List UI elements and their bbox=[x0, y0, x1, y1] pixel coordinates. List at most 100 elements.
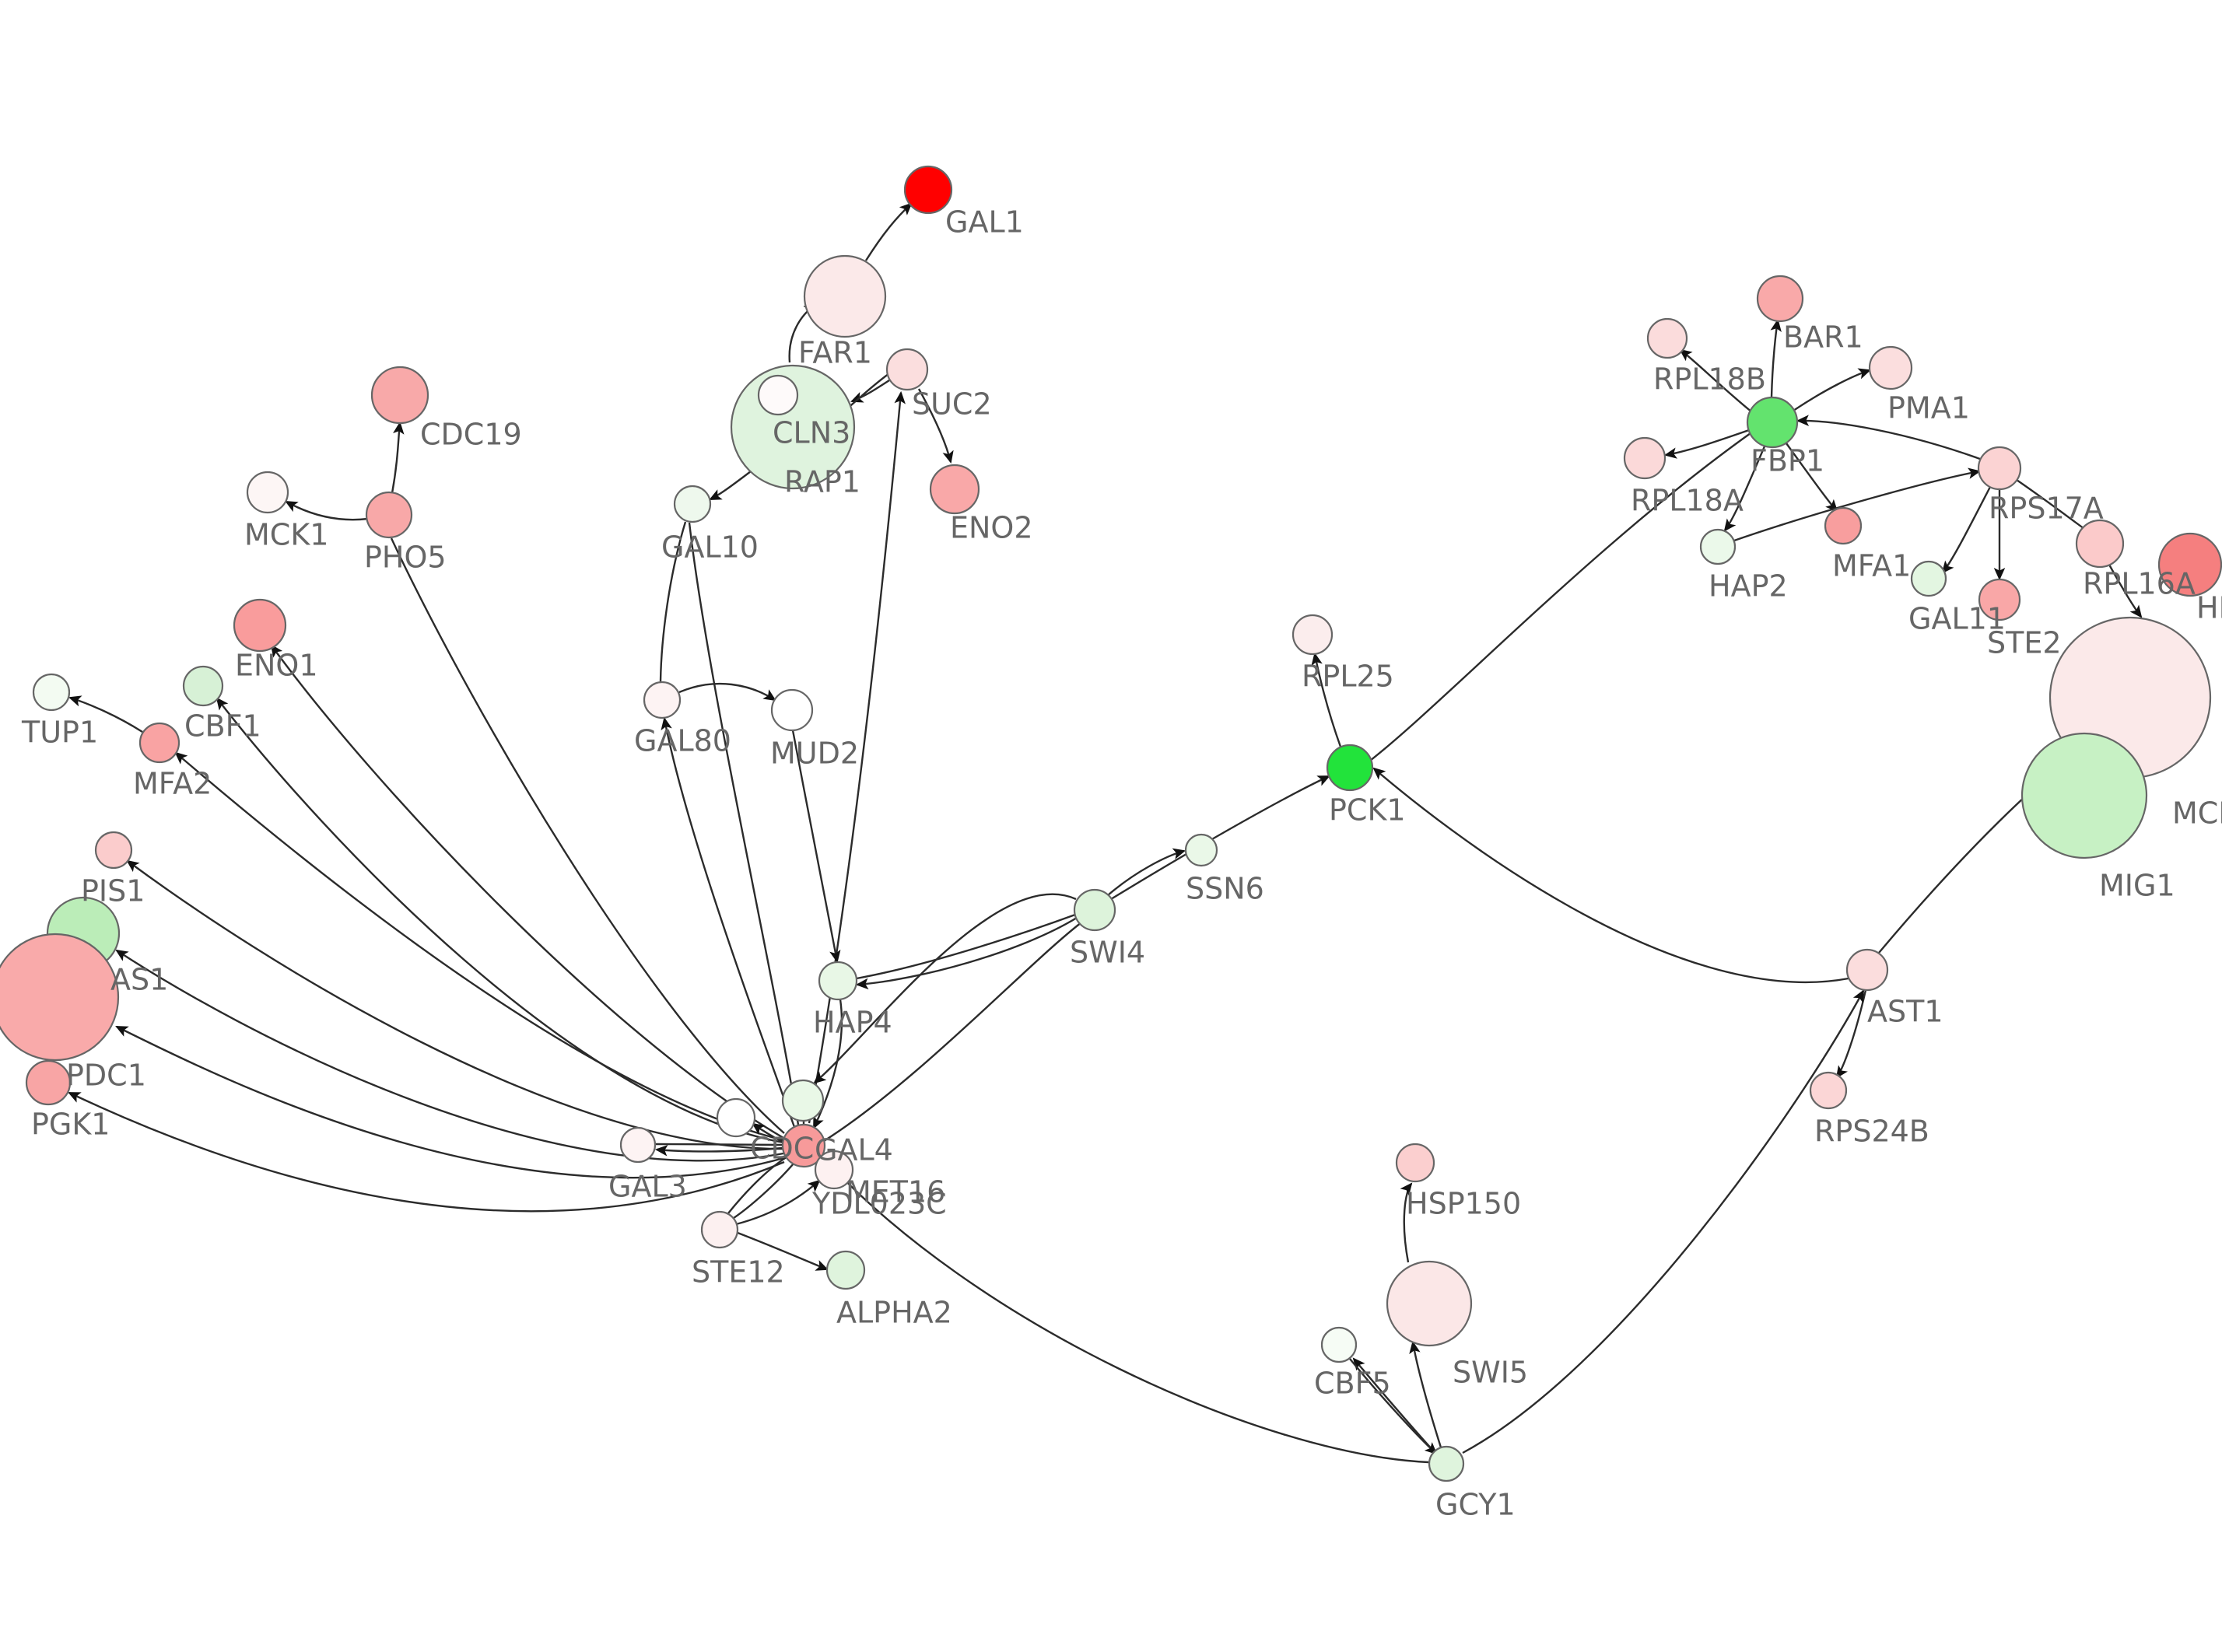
node-label-swi4: SWI4 bbox=[1070, 936, 1145, 970]
node-rps17a[interactable] bbox=[1977, 446, 2022, 491]
node-bar1[interactable] bbox=[1756, 275, 1804, 323]
node-eno1[interactable] bbox=[233, 598, 287, 653]
node-label-hap2: HAP2 bbox=[1709, 569, 1788, 604]
edge-fbp1-to-mfa1 bbox=[1786, 443, 1838, 513]
node-gal1[interactable] bbox=[903, 165, 953, 215]
node-label-bar1: BAR1 bbox=[1783, 320, 1863, 355]
node-tup1[interactable] bbox=[32, 673, 71, 712]
node-rap1[interactable] bbox=[757, 374, 799, 416]
node-hap4[interactable] bbox=[818, 961, 858, 1001]
node-gal3[interactable] bbox=[619, 1126, 657, 1164]
node-gal4[interactable] bbox=[781, 1123, 826, 1168]
node-rpl18a[interactable] bbox=[1623, 436, 1666, 480]
node-eno2[interactable] bbox=[929, 464, 980, 515]
node-label-rap1: RAP1 bbox=[784, 465, 860, 499]
edge-gcy1-to-cbf5 bbox=[1352, 1357, 1435, 1452]
edge-gal4-to-cdc bbox=[752, 1122, 783, 1143]
node-label-mfa2: MFA2 bbox=[133, 767, 212, 801]
edge-gal4-to-gcy1 bbox=[821, 1155, 1429, 1464]
edge-gal4-to-gal10 bbox=[688, 522, 800, 1125]
node-gcy1[interactable] bbox=[1428, 1445, 1465, 1482]
edge-layer bbox=[68, 202, 2143, 1464]
edge-swi5-to-hsp150 bbox=[1400, 1182, 1413, 1263]
edge-gcy1-to-ast1 bbox=[1462, 989, 1865, 1454]
edge-cbf5-to-gcy1 bbox=[1349, 1358, 1438, 1455]
node-gal11[interactable] bbox=[1910, 560, 1947, 597]
node-label-mig1: MIG1 bbox=[2099, 869, 2175, 903]
node-cbf5[interactable] bbox=[1320, 1326, 1358, 1363]
node-mfa2[interactable] bbox=[138, 722, 180, 764]
node-rpl16a[interactable] bbox=[2075, 519, 2125, 569]
node-label-ste2: STE2 bbox=[1987, 626, 2062, 660]
node-mck1[interactable] bbox=[246, 471, 289, 514]
node-label-pis1: PIS1 bbox=[81, 874, 145, 908]
node-suc2[interactable] bbox=[885, 348, 929, 391]
node-label-pma1: PMA1 bbox=[1887, 391, 1970, 425]
node-label-rps17a: RPS17A bbox=[1989, 492, 2104, 526]
node-met16[interactable] bbox=[781, 1079, 825, 1122]
node-label-tup1: TUP1 bbox=[21, 716, 98, 750]
node-label-gal80: GAL80 bbox=[634, 724, 731, 758]
edge-fbp1-to-pck1 bbox=[1369, 432, 1751, 761]
edge-mud2-to-hap4 bbox=[791, 730, 841, 964]
node-ydl023c[interactable] bbox=[814, 1150, 854, 1190]
node-label-rpl18b: RPL18B bbox=[1653, 362, 1766, 397]
node-swi5[interactable] bbox=[1386, 1260, 1473, 1347]
edge-rps17a-to-fbp1 bbox=[1796, 415, 1981, 460]
edge-swi4-to-pck1 bbox=[1110, 775, 1330, 901]
node-alpha2[interactable] bbox=[825, 1250, 866, 1290]
node-label-ast1: AST1 bbox=[1867, 995, 1943, 1029]
node-pck1[interactable] bbox=[1326, 744, 1374, 792]
edge-pho5-to-cdc19 bbox=[391, 421, 405, 494]
edge-ste12-to-alpha2 bbox=[737, 1231, 829, 1271]
node-his4[interactable] bbox=[2157, 532, 2222, 597]
node-mfa1[interactable] bbox=[1824, 506, 1863, 545]
edge-hap4-to-gal4 bbox=[812, 999, 843, 1129]
node-label-his4: HIS4 bbox=[2196, 591, 2222, 625]
node-mud2[interactable] bbox=[770, 688, 814, 732]
node-label-rps24b: RPS24B bbox=[1814, 1115, 1929, 1149]
node-layer bbox=[0, 165, 2222, 1482]
node-hap2[interactable] bbox=[1699, 528, 1737, 565]
node-label-mck1: MCK1 bbox=[244, 518, 328, 552]
node-label-rpl16a: RPL16A bbox=[2083, 567, 2196, 601]
edge-fbp1-to-hap2 bbox=[1723, 446, 1766, 532]
node-rps24b[interactable] bbox=[1809, 1071, 1848, 1110]
node-rpl18b[interactable] bbox=[1646, 317, 1688, 359]
edge-fbp1-to-pma1 bbox=[1793, 368, 1871, 411]
edge-suc2-to-eno2 bbox=[917, 388, 954, 464]
node-rpl25[interactable] bbox=[1291, 614, 1334, 656]
edge-gal4-to-pdc1 bbox=[115, 1025, 784, 1179]
node-gal80[interactable] bbox=[643, 681, 682, 719]
node-hsp150[interactable] bbox=[1395, 1143, 1435, 1183]
edge-rps17a-to-gal11 bbox=[1941, 486, 1992, 574]
node-label-cbf5: CBF5 bbox=[1314, 1367, 1391, 1401]
node-label-as1: AS1 bbox=[110, 963, 168, 997]
node-ast1[interactable] bbox=[1845, 948, 1889, 992]
edge-pho5-to-mck1 bbox=[285, 500, 369, 521]
node-mig1[interactable] bbox=[2020, 732, 2148, 859]
node-fbp1[interactable] bbox=[1746, 396, 1799, 449]
node-pgk1[interactable] bbox=[25, 1059, 72, 1106]
edge-gal4-to-swi4 bbox=[823, 922, 1082, 1143]
node-swi4[interactable] bbox=[1073, 888, 1116, 932]
node-pis1[interactable] bbox=[94, 831, 133, 870]
node-far1[interactable] bbox=[803, 254, 887, 338]
node-ste12[interactable] bbox=[700, 1210, 739, 1249]
node-ste2[interactable] bbox=[1978, 578, 2021, 621]
edge-suc2-to-cln3 bbox=[850, 379, 890, 403]
node-cdc19[interactable] bbox=[370, 366, 429, 425]
node-cbf1[interactable] bbox=[182, 665, 224, 707]
node-pho5[interactable] bbox=[365, 491, 413, 539]
node-pma1[interactable] bbox=[1868, 345, 1913, 390]
node-label-ydl023c: YDL023C bbox=[811, 1187, 947, 1221]
edge-fbp1-to-bar1 bbox=[1770, 318, 1782, 398]
node-pdc1[interactable] bbox=[0, 933, 120, 1062]
node-label-gal3: GAL3 bbox=[608, 1170, 687, 1204]
node-label-cbf1: CBF1 bbox=[184, 709, 261, 744]
node-gal10[interactable] bbox=[673, 485, 712, 523]
node-cdc[interactable] bbox=[716, 1097, 756, 1138]
node-label-cdc: CDC bbox=[750, 1132, 814, 1166]
node-ssn6[interactable] bbox=[1184, 833, 1218, 867]
